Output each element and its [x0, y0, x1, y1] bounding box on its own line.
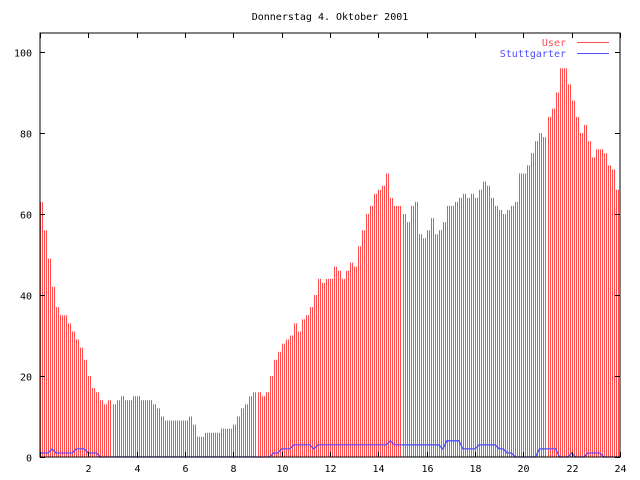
x-tick-label: 14	[372, 464, 384, 475]
x-tick-label: 24	[614, 464, 626, 475]
x-tick-label: 2	[85, 464, 91, 475]
y-tick-label: 100	[14, 49, 32, 60]
x-tick-label: 4	[134, 464, 140, 475]
y-tick-label: 20	[20, 373, 32, 384]
y-tick-label: 60	[20, 211, 32, 222]
x-tick-label: 8	[230, 464, 236, 475]
legend-label-user: User	[542, 38, 566, 49]
x-tick-label: 12	[324, 464, 336, 475]
user-impulses	[40, 68, 619, 457]
x-tick-label: 20	[517, 464, 529, 475]
x-tick-label: 22	[566, 464, 578, 475]
y-tick-label: 0	[26, 454, 32, 465]
y-axis: 0 20 40 60 80 100	[14, 49, 620, 465]
x-tick-label: 10	[276, 464, 288, 475]
legend: User Stuttgarter	[500, 38, 609, 60]
y-tick-label: 80	[20, 130, 32, 141]
x-tick-label: 18	[469, 464, 481, 475]
x-tick-label: 16	[421, 464, 433, 475]
x-axis: 2 4 6 8 10 12 14 16 18 20 22 24	[40, 33, 627, 475]
x-tick-label: 6	[182, 464, 188, 475]
legend-label-stuttgarter: Stuttgarter	[500, 49, 566, 60]
y-tick-label: 40	[20, 292, 32, 303]
chart-title: Donnerstag 4. Oktober 2001	[252, 12, 409, 23]
